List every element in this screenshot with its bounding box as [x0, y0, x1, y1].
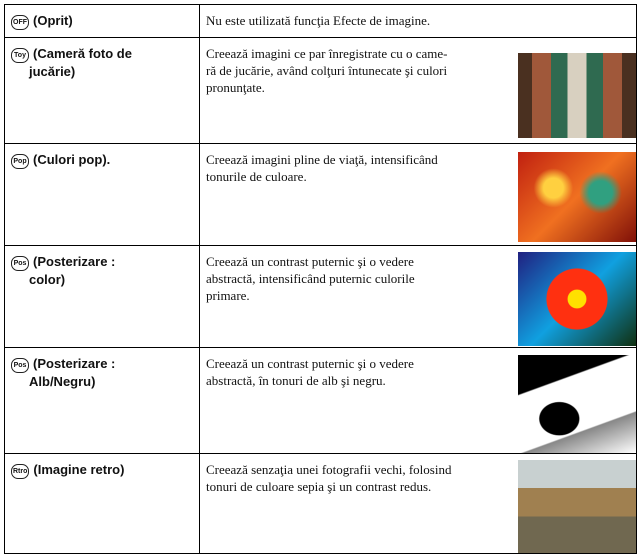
label-line: Rtro (Imagine retro) — [11, 461, 199, 479]
effect-icon: Pop — [11, 154, 29, 169]
label-text: (Posterizare : — [33, 356, 116, 371]
sample-image — [518, 355, 636, 453]
effect-label: Pos (Posterizare : Alb/Negru) — [6, 349, 199, 391]
description-cell: Creează un contrast puternic şi o vedere… — [199, 347, 637, 454]
label-text: color) — [29, 272, 66, 287]
description-cell: Creează imagini pline de viaţă, intensif… — [199, 143, 637, 246]
label-line: Pop (Culori pop). — [11, 151, 199, 169]
effect-description: Creează un contrast puternic şi o vedere… — [201, 349, 636, 390]
description-line: abstractă, intensificând puternic culori… — [206, 271, 415, 286]
effect-row: OFF (Oprit) Nu este utilizată funcţia Efec… — [4, 4, 637, 38]
effect-row: Pos (Posterizare : Alb/Negru) Creează un co… — [4, 347, 637, 454]
label-line: Pos (Posterizare : — [11, 253, 199, 271]
label-cell: Pos (Posterizare : Alb/Negru) — [4, 347, 200, 454]
label-line: color) — [11, 271, 199, 288]
description-cell: Creează imagini ce par înregistrate cu o… — [199, 37, 637, 144]
effect-description: Nu este utilizată funcţia Efecte de imag… — [201, 6, 636, 30]
effect-icon: OFF — [11, 15, 29, 30]
effect-description: Creează imagini ce par înregistrate cu o… — [201, 39, 636, 97]
effect-row: Toy (Cameră foto de jucărie) Creează imagin… — [4, 37, 637, 144]
label-line: jucărie) — [11, 63, 199, 80]
description-line: Nu este utilizată funcţia Efecte de imag… — [206, 13, 431, 28]
label-text: (Posterizare : — [33, 254, 116, 269]
label-cell: Pop (Culori pop). — [4, 143, 200, 246]
label-text: Alb/Negru) — [29, 374, 96, 389]
description-line: Creează imagini ce par înregistrate cu o… — [206, 46, 448, 61]
effect-description: Creează imagini pline de viaţă, intensif… — [201, 145, 636, 186]
description-line: Creează un contrast puternic şi o vedere — [206, 254, 414, 269]
label-cell: Pos (Posterizare : color) — [4, 245, 200, 348]
effect-icon: Rtro — [11, 464, 30, 479]
effect-icon: Pos — [11, 358, 29, 373]
effects-table: OFF (Oprit) Nu este utilizată funcţia Efec… — [4, 4, 637, 554]
label-line: Alb/Negru) — [11, 373, 199, 390]
effect-row: Pop (Culori pop). Creează imagini pline de… — [4, 143, 637, 246]
description-cell: Creează senzaţia unei fotografii vechi, … — [199, 453, 637, 554]
description-line: tonurile de culoare. — [206, 169, 307, 184]
sample-image — [518, 252, 636, 346]
description-line: tonuri de culoare sepia şi un contrast r… — [206, 479, 432, 494]
label-text: jucărie) — [29, 64, 76, 79]
description-cell: Creează un contrast puternic şi o vedere… — [199, 245, 637, 348]
label-line: OFF (Oprit) — [11, 12, 199, 30]
description-line: primare. — [206, 288, 250, 303]
label-text: (Culori pop). — [33, 152, 111, 167]
description-cell: Nu este utilizată funcţia Efecte de imag… — [199, 4, 637, 38]
description-line: Creează un contrast puternic şi o vedere — [206, 356, 414, 371]
effect-label: Toy (Cameră foto de jucărie) — [6, 39, 199, 81]
sample-image — [518, 460, 636, 553]
label-cell: OFF (Oprit) — [4, 4, 200, 38]
description-line: Creează imagini pline de viaţă, intensif… — [206, 152, 438, 167]
sample-image — [518, 152, 636, 242]
effect-label: Pos (Posterizare : color) — [6, 247, 199, 289]
label-text: (Oprit) — [33, 13, 73, 28]
effect-row: Pos (Posterizare : color) Creează un contra… — [4, 245, 637, 348]
effect-label: Pop (Culori pop). — [6, 145, 199, 169]
effect-icon: Toy — [11, 48, 29, 63]
effect-description: Creează senzaţia unei fotografii vechi, … — [201, 455, 636, 496]
label-text: (Imagine retro) — [33, 462, 125, 477]
description-line: abstractă, în tonuri de alb şi negru. — [206, 373, 386, 388]
description-line: ră de jucărie, având colţuri întunecate … — [206, 63, 448, 78]
label-cell: Toy (Cameră foto de jucărie) — [4, 37, 200, 144]
label-line: Toy (Cameră foto de — [11, 45, 199, 63]
description-line: pronunţate. — [206, 80, 265, 95]
effect-row: Rtro (Imagine retro) Creează senzaţia unei… — [4, 453, 637, 554]
sample-image — [518, 53, 636, 138]
effect-label: OFF (Oprit) — [6, 6, 199, 30]
label-cell: Rtro (Imagine retro) — [4, 453, 200, 554]
label-text: (Cameră foto de — [33, 46, 132, 61]
effect-icon: Pos — [11, 256, 29, 271]
effect-label: Rtro (Imagine retro) — [6, 455, 199, 479]
effect-description: Creează un contrast puternic şi o vedere… — [201, 247, 636, 305]
description-line: Creează senzaţia unei fotografii vechi, … — [206, 462, 452, 477]
label-line: Pos (Posterizare : — [11, 355, 199, 373]
